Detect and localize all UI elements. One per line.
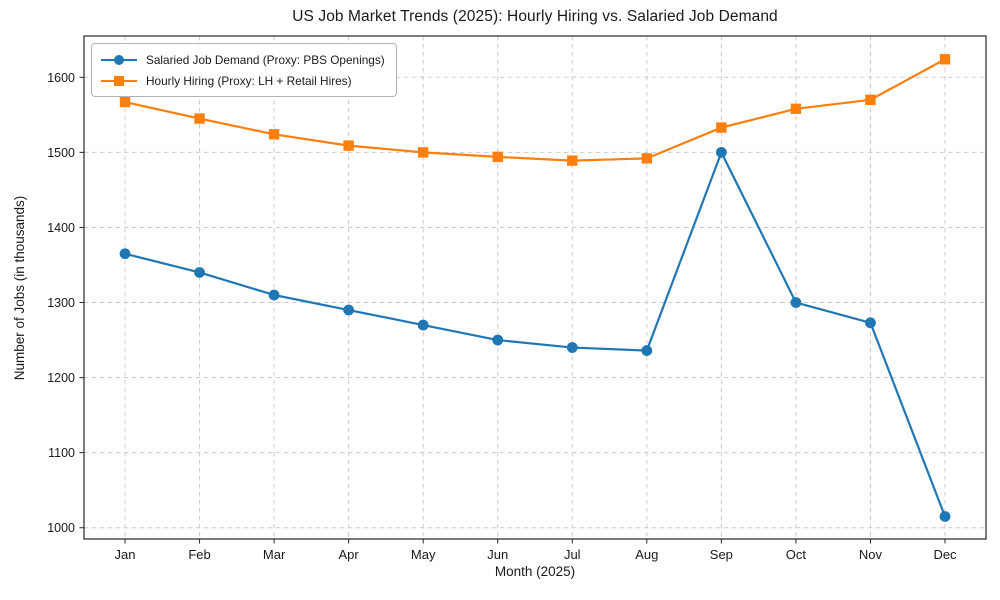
y-tick-label: 1000 <box>47 521 75 535</box>
data-point-marker <box>343 304 355 316</box>
x-tick-label: Jul <box>564 547 581 562</box>
data-point-marker <box>492 334 504 346</box>
legend-label-salaried: Salaried Job Demand (Proxy: PBS Openings… <box>146 52 385 67</box>
x-tick-label: Nov <box>859 547 883 562</box>
data-point-marker <box>119 248 131 260</box>
data-point-marker <box>641 345 653 356</box>
x-tick-label: Jun <box>487 547 508 562</box>
y-axis-label: Number of Jobs (in thousands) <box>12 195 27 381</box>
legend-label-hourly: Hourly Hiring (Proxy: LH + Retail Hires) <box>146 73 352 88</box>
data-point-marker <box>790 297 802 308</box>
x-tick-label: Sep <box>710 547 733 562</box>
y-tick-label: 1500 <box>47 146 75 160</box>
data-point-marker <box>939 54 951 65</box>
legend: Salaried Job Demand (Proxy: PBS Openings… <box>91 43 397 97</box>
data-point-marker <box>790 103 802 115</box>
x-tick-label: Dec <box>933 547 957 562</box>
y-tick-label: 1100 <box>48 446 75 460</box>
data-point-marker <box>641 153 653 164</box>
axes-border <box>83 35 987 540</box>
legend-item-hourly: Hourly Hiring (Proxy: LH + Retail Hires) <box>101 70 385 91</box>
data-point-marker <box>268 289 280 301</box>
axis-tick-labels: Jan Feb Mar Apr May Jun Jul Aug Sep Oct Nov Dec 1000… <box>47 71 957 562</box>
data-point-marker <box>939 511 951 522</box>
x-axis-label: Month (2025) <box>494 564 576 579</box>
data-point-marker <box>566 342 578 353</box>
grid-lines <box>84 36 986 539</box>
y-tick-label: 1200 <box>47 371 75 385</box>
data-point-marker <box>492 151 503 163</box>
legend-sample-salaried <box>101 50 137 70</box>
legend-sample-hourly <box>101 71 137 91</box>
data-point-marker <box>194 113 205 124</box>
data-series <box>119 54 951 522</box>
y-tick-label: 1600 <box>47 71 75 85</box>
data-point-marker <box>119 96 131 108</box>
legend-item-salaried: Salaried Job Demand (Proxy: PBS Openings… <box>101 49 385 70</box>
x-tick-label: Mar <box>263 547 286 562</box>
data-point-marker <box>417 319 429 331</box>
x-tick-label: Aug <box>635 547 658 562</box>
series-line-0 <box>123 151 947 518</box>
data-point-marker <box>567 155 578 166</box>
x-tick-label: May <box>411 547 436 562</box>
square-marker-icon <box>114 76 124 86</box>
axes-spines <box>83 35 987 540</box>
circle-marker-icon <box>114 55 124 65</box>
data-point-marker <box>268 129 280 140</box>
x-tick-label: Jan <box>115 547 136 562</box>
x-tick-label: Apr <box>339 547 360 562</box>
x-tick-label: Oct <box>786 547 807 562</box>
data-point-marker <box>417 147 429 158</box>
x-tick-label: Feb <box>188 547 210 562</box>
data-point-marker <box>865 317 876 329</box>
data-point-marker <box>716 122 727 133</box>
data-point-marker <box>343 140 354 151</box>
chart-title: US Job Market Trends (2025): Hourly Hiri… <box>292 8 778 25</box>
y-tick-label: 1400 <box>47 221 75 235</box>
series-line-1 <box>123 58 947 162</box>
data-point-marker <box>194 267 205 278</box>
y-tick-label: 1300 <box>47 296 75 310</box>
axis-ticks <box>79 76 946 544</box>
data-point-marker <box>865 94 876 106</box>
data-point-marker <box>715 146 727 158</box>
